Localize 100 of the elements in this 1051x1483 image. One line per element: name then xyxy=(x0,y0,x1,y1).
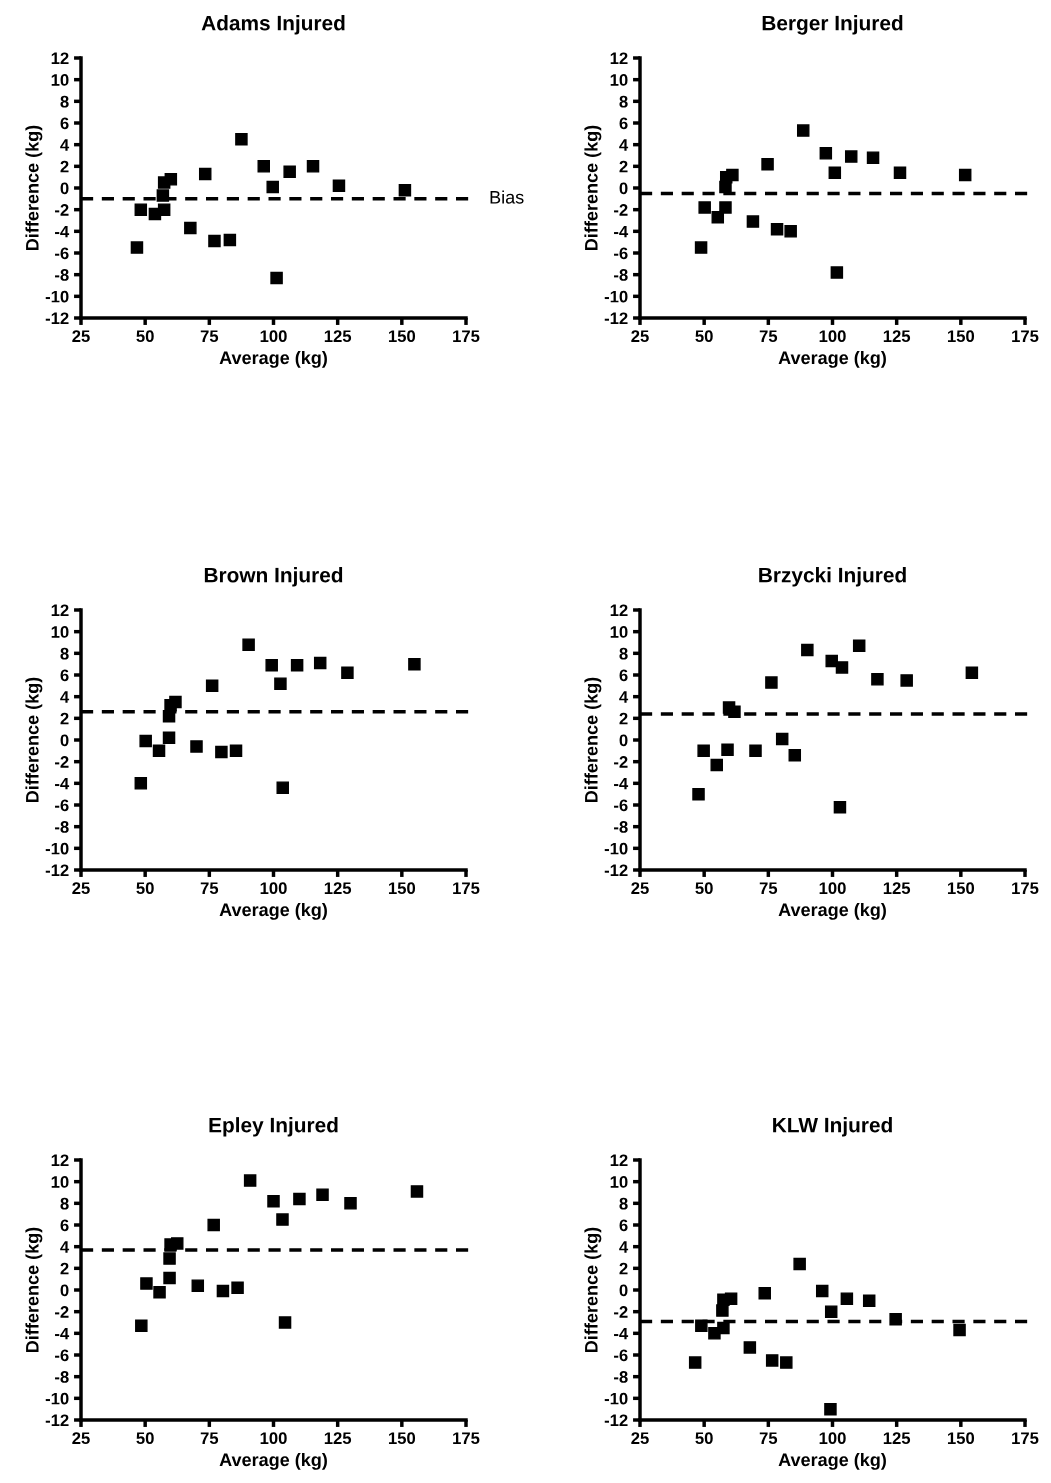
point xyxy=(775,732,789,746)
point xyxy=(844,150,858,163)
point xyxy=(231,1281,244,1295)
x-tick-label: 75 xyxy=(200,1432,219,1445)
point xyxy=(694,241,708,254)
x-tick-label: 50 xyxy=(695,330,713,343)
y-tick-label: 0 xyxy=(619,182,628,195)
x-tick-label: 75 xyxy=(759,330,778,343)
point xyxy=(410,1185,424,1198)
y-tick-label: 8 xyxy=(60,95,69,108)
point xyxy=(780,1356,793,1369)
chart-title: Epley Injured xyxy=(209,1117,338,1137)
y-tick-label: -2 xyxy=(55,1306,69,1318)
point xyxy=(765,676,778,689)
point xyxy=(717,1321,730,1335)
y-tick-label: 12 xyxy=(610,52,628,65)
y-tick-label: -2 xyxy=(614,204,628,216)
point xyxy=(162,731,176,745)
point xyxy=(765,1354,779,1367)
point xyxy=(824,1305,838,1318)
point xyxy=(721,743,734,757)
y-tick-label: 4 xyxy=(60,691,70,703)
y-tick-label: 2 xyxy=(60,1262,69,1275)
x-tick-label: 50 xyxy=(136,1432,154,1445)
x-axis-title: Average (kg) xyxy=(778,350,886,368)
point xyxy=(695,1319,708,1333)
point xyxy=(157,203,171,216)
y-tick-label: 2 xyxy=(60,712,69,725)
point xyxy=(825,654,838,668)
y-tick-label: -8 xyxy=(55,821,69,833)
x-tick-label: 50 xyxy=(695,1432,713,1445)
x-tick-label: 150 xyxy=(947,330,975,343)
point xyxy=(758,1286,771,1300)
point xyxy=(134,203,148,216)
y-tick-label: 10 xyxy=(51,1176,69,1188)
point xyxy=(229,744,243,758)
point xyxy=(341,666,354,680)
x-tick-label: 175 xyxy=(1012,882,1039,895)
y-tick-label: -10 xyxy=(604,290,628,303)
y-tick-label: 6 xyxy=(619,1219,628,1232)
x-tick-label: 175 xyxy=(453,330,480,343)
x-tick-label: 50 xyxy=(136,882,154,895)
y-tick-label: 4 xyxy=(619,1241,629,1253)
point xyxy=(398,183,412,197)
ref-line-label: Bias xyxy=(490,190,524,204)
y-tick-label: -6 xyxy=(614,1349,628,1362)
x-tick-label: 75 xyxy=(200,330,219,343)
x-tick-label: 100 xyxy=(260,330,287,343)
y-tick-label: -10 xyxy=(45,290,69,303)
y-tick-label: -10 xyxy=(45,842,69,855)
point xyxy=(293,1192,306,1206)
y-tick-label: -8 xyxy=(55,269,69,281)
point xyxy=(830,266,844,279)
point xyxy=(242,638,255,651)
y-tick-label: -12 xyxy=(45,312,69,325)
point xyxy=(889,1312,902,1326)
x-tick-label: 25 xyxy=(631,330,649,343)
x-tick-label: 25 xyxy=(72,330,90,343)
point xyxy=(710,758,723,772)
point xyxy=(190,740,203,753)
y-tick-label: 4 xyxy=(60,139,70,151)
point xyxy=(266,180,279,194)
y-tick-label: 6 xyxy=(60,669,69,682)
point xyxy=(953,1323,966,1337)
x-tick-label: 125 xyxy=(324,1432,352,1445)
point xyxy=(788,748,802,762)
y-tick-label: 6 xyxy=(60,117,69,130)
point xyxy=(316,1188,329,1201)
y-tick-label: -12 xyxy=(604,864,628,877)
x-tick-label: 125 xyxy=(883,330,911,343)
point xyxy=(726,168,739,182)
y-tick-label: 0 xyxy=(619,734,628,747)
y-tick-label: -4 xyxy=(55,1327,70,1340)
y-tick-label: 6 xyxy=(60,1219,69,1232)
point xyxy=(796,124,810,137)
point xyxy=(198,167,212,181)
point xyxy=(724,1292,738,1305)
point xyxy=(140,1277,153,1290)
point xyxy=(770,222,784,236)
x-tick-label: 150 xyxy=(947,882,975,895)
x-tick-label: 50 xyxy=(136,330,154,343)
y-tick-label: 0 xyxy=(60,182,69,195)
y-tick-label: 2 xyxy=(619,712,628,725)
point xyxy=(852,639,866,653)
y-tick-label: 8 xyxy=(60,647,69,660)
y-tick-label: -10 xyxy=(604,842,628,855)
x-tick-label: 75 xyxy=(200,882,219,895)
y-tick-label: -4 xyxy=(614,225,629,238)
point xyxy=(306,160,320,173)
y-tick-label: 2 xyxy=(60,160,69,173)
point xyxy=(688,1356,702,1369)
point xyxy=(862,1294,876,1308)
y-tick-label: 10 xyxy=(51,74,69,86)
y-tick-label: -10 xyxy=(604,1392,628,1405)
point xyxy=(216,1284,230,1298)
y-tick-label: 0 xyxy=(60,1284,69,1297)
x-tick-label: 25 xyxy=(631,882,649,895)
point xyxy=(749,744,762,758)
point xyxy=(801,643,814,657)
x-tick-label: 100 xyxy=(260,882,287,895)
